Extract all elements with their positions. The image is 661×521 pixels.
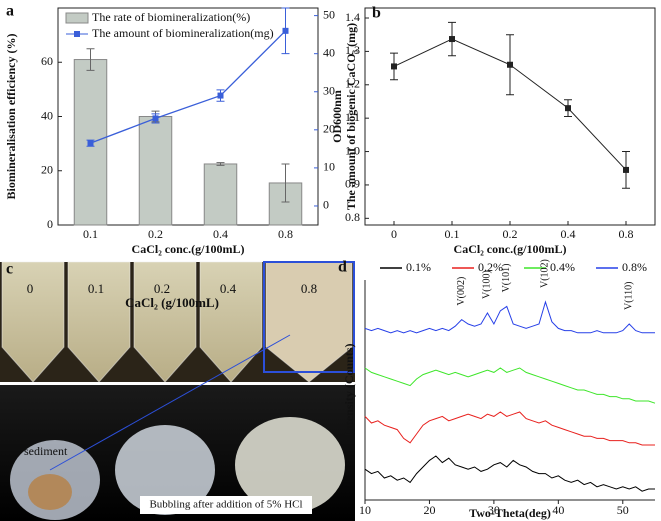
- x-axis-label: Two-Theta(deg): [469, 506, 551, 520]
- marker: [152, 115, 159, 122]
- y-tick-label: 40: [41, 108, 53, 122]
- x-tick-label: 0.2: [503, 227, 518, 241]
- y-tick-label: 10: [323, 160, 335, 174]
- y-tick-label: 1.4: [345, 10, 360, 24]
- y-tick-label: 1.1: [345, 110, 360, 124]
- x-tick-label: 0.1: [83, 227, 98, 241]
- error-bar: [216, 162, 225, 166]
- marker: [623, 166, 629, 173]
- x-tick-label: 0: [391, 227, 397, 241]
- axis-label: Intensity (Counts): [342, 343, 356, 436]
- line: [364, 411, 655, 446]
- y-tick-label: 1.2: [345, 77, 360, 91]
- bar: [138, 116, 173, 226]
- marker: [391, 63, 397, 70]
- peak-label: V(101): [501, 264, 512, 293]
- x-tick-label: 0.8: [278, 227, 293, 241]
- y-tick-label: 0.9: [345, 177, 360, 191]
- caption-box: [140, 496, 312, 514]
- y-tick-label: 1.0: [345, 143, 360, 157]
- legend-label: 0.1%: [406, 260, 431, 274]
- y-tick-label: 1.3: [345, 43, 360, 57]
- y-tick-label: 0: [323, 198, 329, 212]
- panel-c-photo: [0, 261, 355, 521]
- y-tick-label: 0: [47, 217, 53, 231]
- y-tick-label: 50: [323, 7, 335, 21]
- axis-label: Biomineralisation efficiency (%): [4, 34, 18, 200]
- peak-label: V(100): [482, 270, 493, 299]
- line: [364, 367, 656, 404]
- panel-letter: b: [372, 5, 381, 22]
- highlight-box: [263, 261, 355, 373]
- panel-letter: d: [338, 259, 347, 276]
- unit-label: CaCl₂ (g/100mL): [125, 295, 219, 310]
- marker: [217, 92, 224, 99]
- axis-label: OD600nm: [330, 90, 344, 143]
- x-axis-label: CaCl₂ conc.(g/100mL): [454, 242, 567, 256]
- legend-swatch: [65, 12, 89, 24]
- y-tick-label: 60: [41, 54, 53, 68]
- panel-letter: c: [6, 261, 13, 278]
- x-tick-label: 0.2: [148, 227, 163, 241]
- error-bar: [86, 48, 95, 71]
- y-tick-label: 20: [41, 163, 53, 177]
- legend-label: 0.2%: [478, 260, 503, 274]
- conc-label: 0: [27, 281, 34, 296]
- conc-label: 0.2: [154, 281, 170, 296]
- marker: [282, 27, 289, 34]
- legend-swatch: [74, 31, 80, 37]
- bar: [203, 163, 238, 226]
- legend-label: The rate of biomineralization(%): [92, 10, 250, 24]
- tubes-bottom: [10, 334, 345, 520]
- conc-label: 0.8: [301, 281, 317, 296]
- conc-label: 0.4: [220, 281, 237, 296]
- tubes: [1, 261, 353, 383]
- marker: [565, 105, 571, 112]
- legend-label: 0.4%: [550, 260, 575, 274]
- y-tick-label: 30: [323, 84, 335, 98]
- axis-label: The amount of biogenic CaCO₃ (mg): [344, 23, 358, 210]
- legend-label: 0.8%: [622, 260, 647, 274]
- x-tick-label: 0.4: [213, 227, 228, 241]
- x-tick-label: 30: [488, 503, 500, 517]
- sediment-label: sediment: [24, 444, 68, 458]
- line: [90, 30, 286, 144]
- error-bar: [281, 163, 290, 203]
- axes: [364, 280, 655, 501]
- peak-label: V(002): [456, 277, 467, 306]
- x-tick-label: 0.8: [619, 227, 634, 241]
- y-tick-label: 0.8: [345, 210, 360, 224]
- line: [364, 300, 655, 334]
- peak-label: V(110): [624, 281, 635, 310]
- peak-label: V(102): [540, 259, 551, 288]
- x-tick-label: 0.1: [445, 227, 460, 241]
- marker: [507, 61, 513, 68]
- legend-label: The amount of biomineralization(mg): [92, 26, 274, 40]
- conc-label: 0.1: [88, 281, 104, 296]
- x-tick-label: 10: [359, 503, 371, 517]
- x-axis-label: CaCl₂ conc.(g/100mL): [132, 242, 245, 256]
- x-tick-label: 40: [552, 503, 564, 517]
- x-tick-label: 50: [617, 503, 629, 517]
- x-tick-label: 20: [423, 503, 435, 517]
- panel-letter: a: [6, 3, 14, 20]
- marker: [87, 140, 94, 147]
- marker: [449, 36, 455, 43]
- x-tick-label: 0.4: [561, 227, 576, 241]
- y-tick-label: 40: [323, 45, 335, 59]
- y-tick-label: 20: [323, 122, 335, 136]
- caption: Bubbling after addition of 5% HCl: [149, 499, 302, 511]
- line: [364, 455, 655, 492]
